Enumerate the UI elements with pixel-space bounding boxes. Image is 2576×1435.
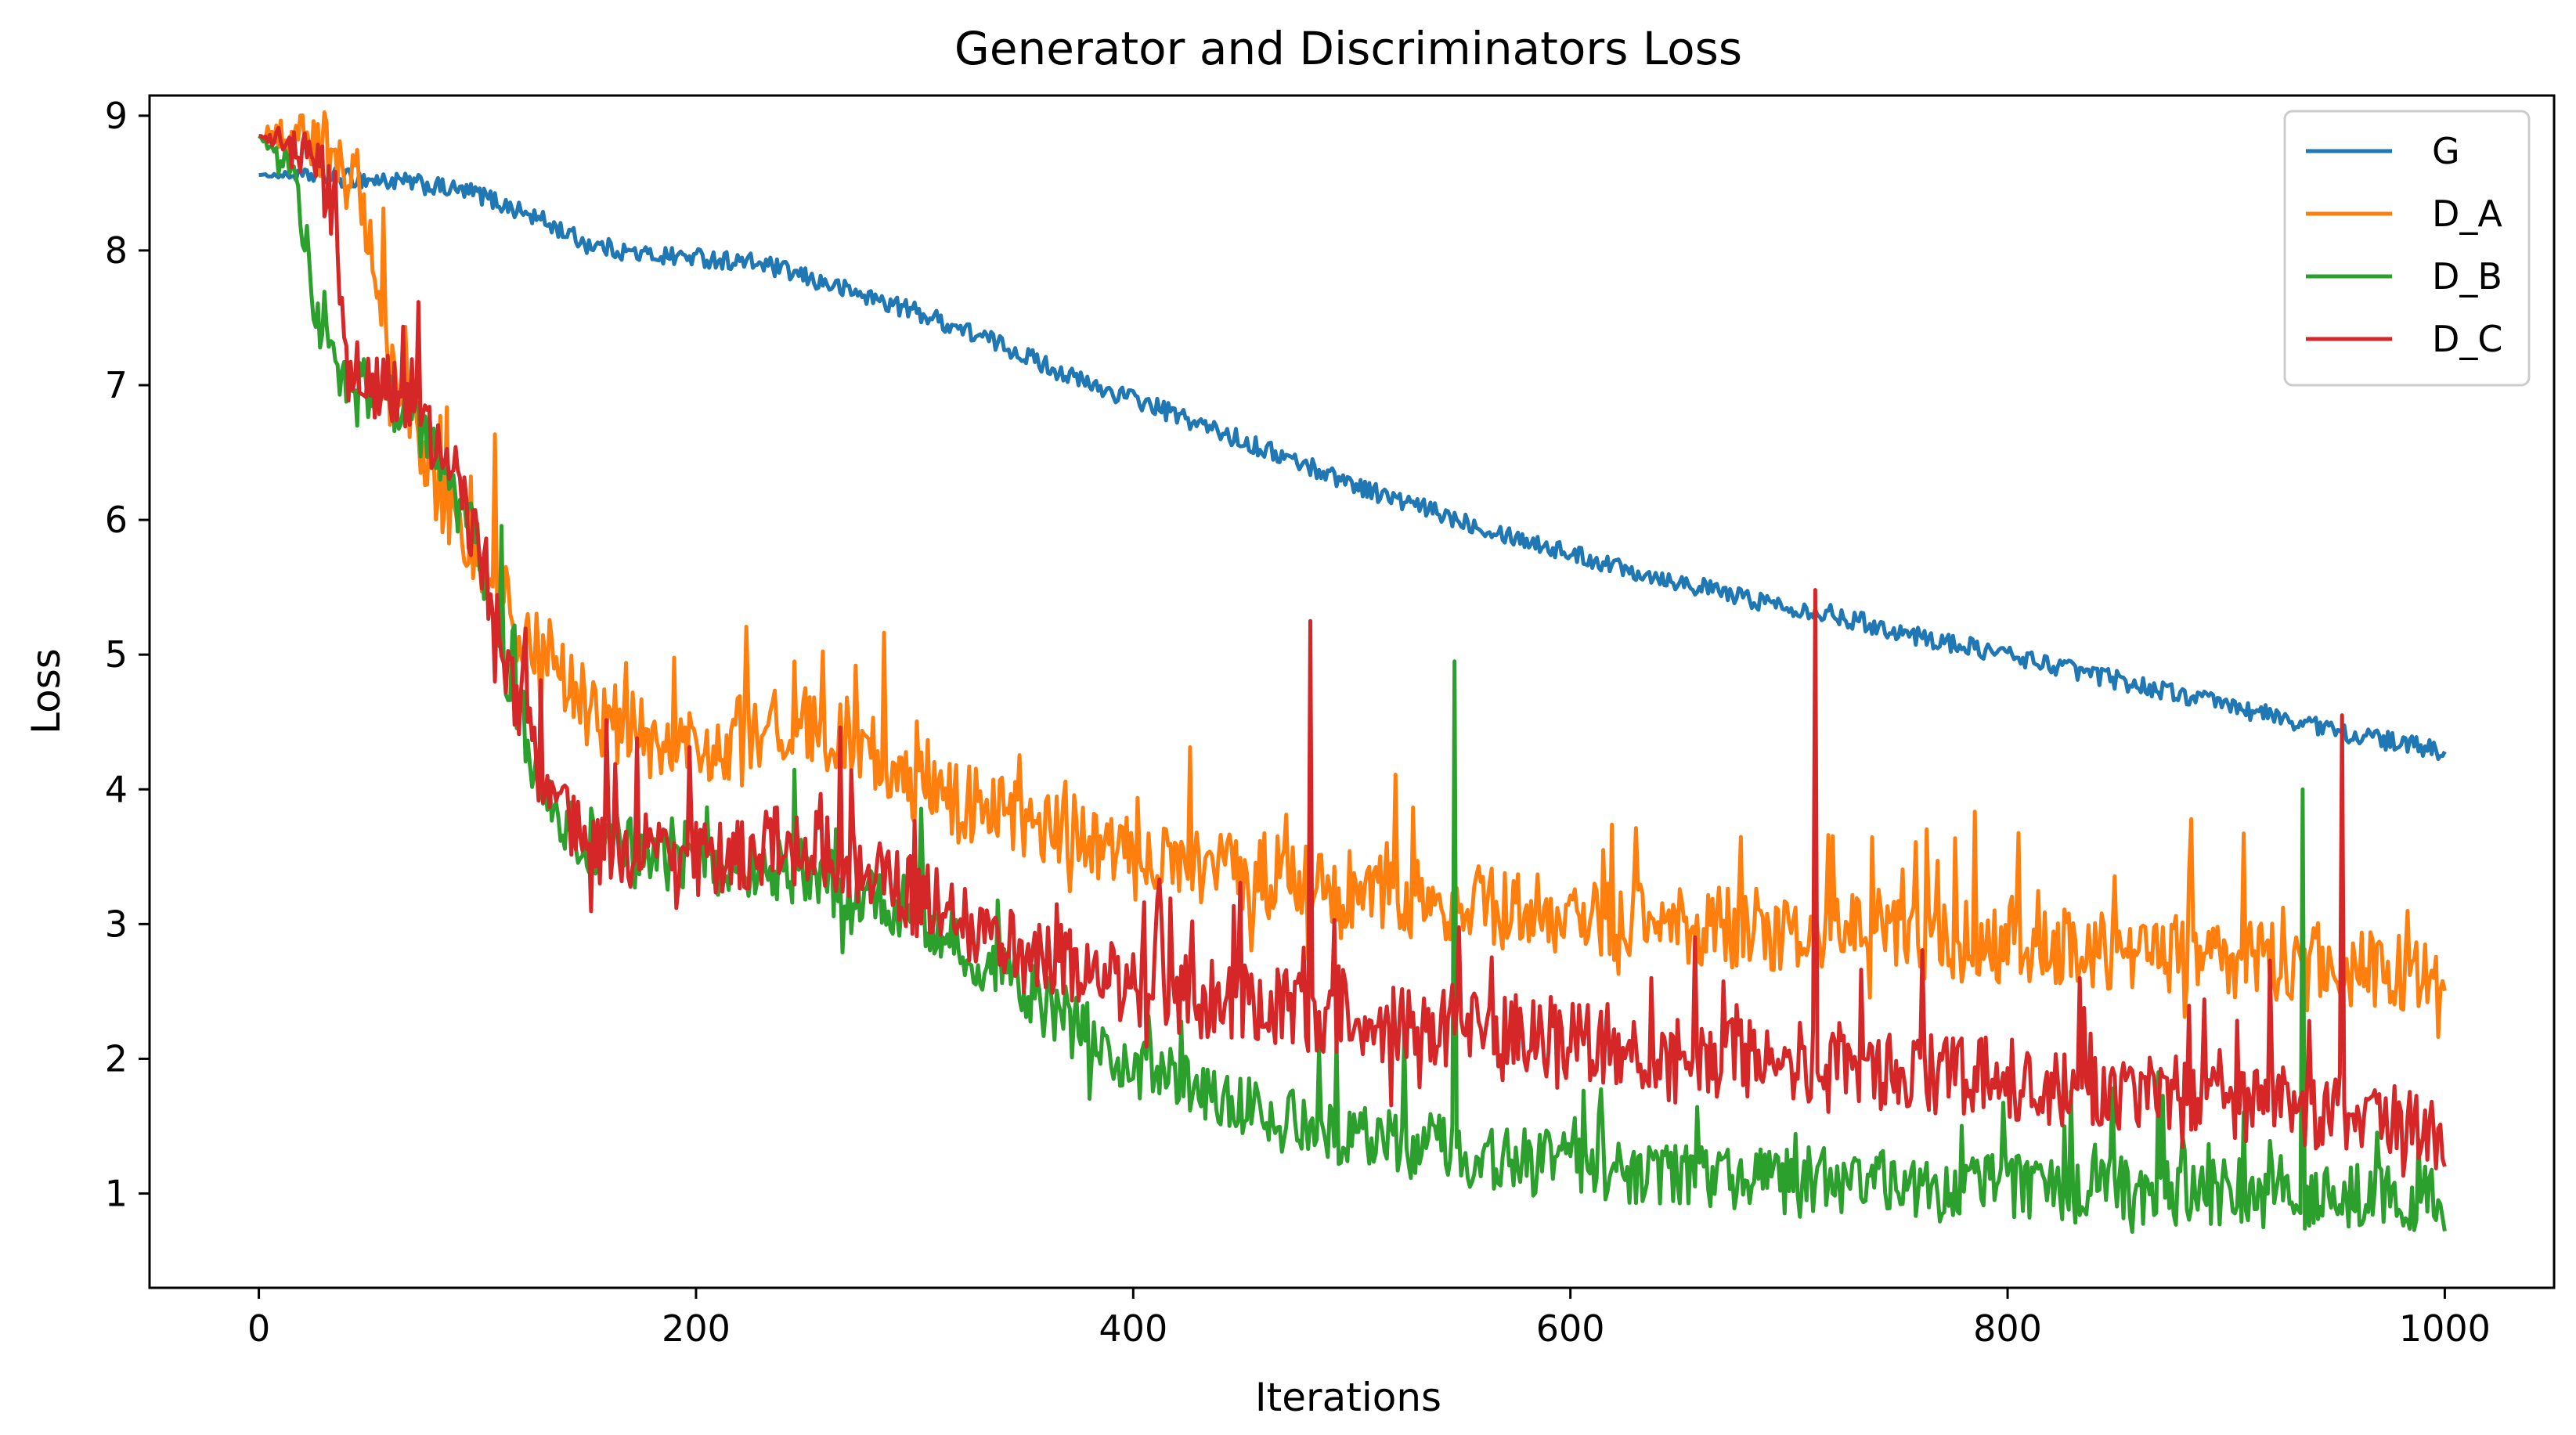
y-axis-label: Loss — [23, 648, 69, 734]
x-tick-label: 600 — [1536, 1307, 1605, 1350]
y-tick-label: 8 — [105, 229, 128, 272]
series-line-g — [258, 165, 2447, 761]
y-axis: 1 2 3 4 5 6 7 8 9 — [105, 95, 150, 1215]
plot-frame — [148, 94, 2556, 1289]
y-tick-label: 7 — [105, 364, 128, 406]
x-tick-label: 0 — [247, 1307, 270, 1350]
y-tick-label: 9 — [105, 95, 128, 137]
series-line-d_c — [258, 125, 2447, 1178]
x-tick-label: 1000 — [2399, 1307, 2491, 1350]
legend: G D_A D_B D_C — [2283, 110, 2531, 387]
y-tick-label: 2 — [105, 1037, 128, 1080]
plot-lines — [258, 110, 2447, 1234]
legend-box — [2283, 110, 2531, 387]
y-tick-label: 5 — [105, 633, 128, 676]
y-tick-label: 1 — [105, 1173, 128, 1215]
legend-label-d_a: D_A — [2432, 193, 2502, 235]
x-axis-label: Iterations — [1255, 1375, 1441, 1420]
y-tick-label: 6 — [105, 499, 128, 541]
x-tick-label: 200 — [662, 1307, 731, 1350]
series-line-d_a — [258, 110, 2447, 1039]
legend-label-g: G — [2432, 130, 2460, 172]
legend-label-d_b: D_B — [2432, 255, 2502, 297]
chart-title: Generator and Discriminators Loss — [954, 22, 1742, 75]
y-tick-label: 4 — [105, 768, 128, 810]
legend-label-d_c: D_C — [2432, 318, 2503, 360]
x-axis: 0 200 400 600 800 1000 — [247, 1288, 2491, 1350]
x-tick-label: 400 — [1099, 1307, 1167, 1350]
y-tick-label: 3 — [105, 903, 128, 945]
x-tick-label: 800 — [1973, 1307, 2042, 1350]
